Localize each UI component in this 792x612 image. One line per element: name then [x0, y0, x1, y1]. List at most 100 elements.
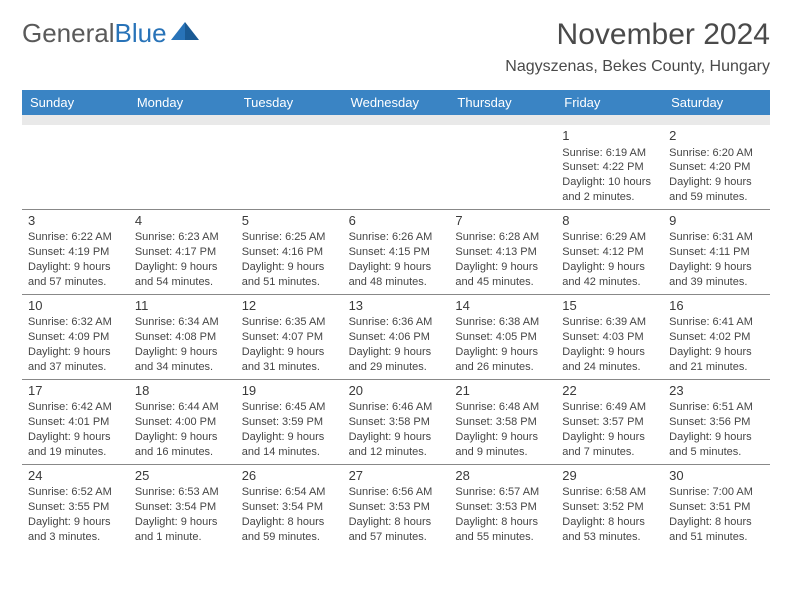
day-cell: 8Sunrise: 6:29 AMSunset: 4:12 PMDaylight… — [556, 210, 663, 294]
week-row: 3Sunrise: 6:22 AMSunset: 4:19 PMDaylight… — [22, 209, 770, 294]
day-detail: Sunrise: 6:41 AM — [669, 315, 764, 330]
day-detail: and 16 minutes. — [135, 445, 230, 460]
day-number: 3 — [28, 212, 123, 230]
day-number: 18 — [135, 382, 230, 400]
day-cell: 23Sunrise: 6:51 AMSunset: 3:56 PMDayligh… — [663, 380, 770, 464]
day-detail: Sunset: 4:16 PM — [242, 245, 337, 260]
day-detail: Daylight: 8 hours — [562, 515, 657, 530]
day-detail: Sunrise: 6:23 AM — [135, 230, 230, 245]
day-detail: and 39 minutes. — [669, 275, 764, 290]
day-detail: Sunrise: 6:25 AM — [242, 230, 337, 245]
logo: GeneralBlue — [22, 18, 199, 49]
day-header: Thursday — [449, 90, 556, 115]
day-detail: Sunset: 3:52 PM — [562, 500, 657, 515]
day-detail: Sunrise: 6:26 AM — [349, 230, 444, 245]
day-number: 26 — [242, 467, 337, 485]
day-cell: 14Sunrise: 6:38 AMSunset: 4:05 PMDayligh… — [449, 295, 556, 379]
day-cell: 12Sunrise: 6:35 AMSunset: 4:07 PMDayligh… — [236, 295, 343, 379]
week-row: 1Sunrise: 6:19 AMSunset: 4:22 PMDaylight… — [22, 125, 770, 209]
day-number: 9 — [669, 212, 764, 230]
triangle-icon — [171, 18, 199, 49]
week-row: 17Sunrise: 6:42 AMSunset: 4:01 PMDayligh… — [22, 379, 770, 464]
day-detail: and 48 minutes. — [349, 275, 444, 290]
day-detail: Sunrise: 6:58 AM — [562, 485, 657, 500]
day-number: 15 — [562, 297, 657, 315]
day-number: 5 — [242, 212, 337, 230]
day-cell: 29Sunrise: 6:58 AMSunset: 3:52 PMDayligh… — [556, 465, 663, 549]
day-detail: Sunset: 3:51 PM — [669, 500, 764, 515]
day-cell: 30Sunrise: 7:00 AMSunset: 3:51 PMDayligh… — [663, 465, 770, 549]
day-detail: Daylight: 8 hours — [242, 515, 337, 530]
day-detail: Sunrise: 6:49 AM — [562, 400, 657, 415]
day-number: 16 — [669, 297, 764, 315]
day-detail: and 5 minutes. — [669, 445, 764, 460]
day-detail: Daylight: 9 hours — [28, 430, 123, 445]
day-detail: Daylight: 9 hours — [669, 175, 764, 190]
day-number: 6 — [349, 212, 444, 230]
week-row: 10Sunrise: 6:32 AMSunset: 4:09 PMDayligh… — [22, 294, 770, 379]
day-number: 1 — [562, 127, 657, 145]
day-number: 20 — [349, 382, 444, 400]
day-detail: Daylight: 9 hours — [349, 345, 444, 360]
spacer-row — [22, 115, 770, 125]
day-detail: Daylight: 9 hours — [562, 260, 657, 275]
day-number: 23 — [669, 382, 764, 400]
day-cell: 20Sunrise: 6:46 AMSunset: 3:58 PMDayligh… — [343, 380, 450, 464]
day-cell: 13Sunrise: 6:36 AMSunset: 4:06 PMDayligh… — [343, 295, 450, 379]
day-detail: Sunset: 4:03 PM — [562, 330, 657, 345]
logo-text-2: Blue — [115, 18, 167, 49]
day-detail: Sunrise: 6:52 AM — [28, 485, 123, 500]
day-cell: 6Sunrise: 6:26 AMSunset: 4:15 PMDaylight… — [343, 210, 450, 294]
day-cell: 16Sunrise: 6:41 AMSunset: 4:02 PMDayligh… — [663, 295, 770, 379]
day-detail: Daylight: 8 hours — [669, 515, 764, 530]
day-detail: Daylight: 9 hours — [28, 260, 123, 275]
day-header: Monday — [129, 90, 236, 115]
day-detail: and 55 minutes. — [455, 530, 550, 545]
empty-cell — [236, 125, 343, 209]
day-detail: and 21 minutes. — [669, 360, 764, 375]
day-detail: Daylight: 9 hours — [242, 260, 337, 275]
day-number: 24 — [28, 467, 123, 485]
weeks-container: 1Sunrise: 6:19 AMSunset: 4:22 PMDaylight… — [22, 125, 770, 549]
day-detail: and 19 minutes. — [28, 445, 123, 460]
day-detail: Sunrise: 6:35 AM — [242, 315, 337, 330]
day-detail: and 31 minutes. — [242, 360, 337, 375]
logo-text-1: General — [22, 18, 115, 49]
day-detail: Sunrise: 6:29 AM — [562, 230, 657, 245]
day-cell: 9Sunrise: 6:31 AMSunset: 4:11 PMDaylight… — [663, 210, 770, 294]
day-detail: Sunset: 4:02 PM — [669, 330, 764, 345]
day-detail: Daylight: 8 hours — [349, 515, 444, 530]
day-detail: Daylight: 10 hours — [562, 175, 657, 190]
day-detail: Sunrise: 6:31 AM — [669, 230, 764, 245]
day-detail: Sunrise: 6:44 AM — [135, 400, 230, 415]
day-detail: Sunrise: 6:34 AM — [135, 315, 230, 330]
day-detail: Sunset: 4:06 PM — [349, 330, 444, 345]
day-cell: 4Sunrise: 6:23 AMSunset: 4:17 PMDaylight… — [129, 210, 236, 294]
day-cell: 25Sunrise: 6:53 AMSunset: 3:54 PMDayligh… — [129, 465, 236, 549]
day-detail: and 59 minutes. — [669, 190, 764, 205]
day-detail: Daylight: 9 hours — [669, 345, 764, 360]
day-detail: Sunrise: 6:22 AM — [28, 230, 123, 245]
day-number: 2 — [669, 127, 764, 145]
day-detail: Sunset: 4:01 PM — [28, 415, 123, 430]
day-detail: Sunrise: 6:57 AM — [455, 485, 550, 500]
day-detail: Sunrise: 6:54 AM — [242, 485, 337, 500]
day-detail: Daylight: 9 hours — [135, 515, 230, 530]
day-detail: Sunset: 4:11 PM — [669, 245, 764, 260]
day-detail: and 24 minutes. — [562, 360, 657, 375]
day-detail: Daylight: 8 hours — [455, 515, 550, 530]
header: GeneralBlue November 2024 Nagyszenas, Be… — [0, 0, 792, 82]
day-number: 19 — [242, 382, 337, 400]
day-detail: Sunrise: 6:28 AM — [455, 230, 550, 245]
day-detail: and 45 minutes. — [455, 275, 550, 290]
day-cell: 24Sunrise: 6:52 AMSunset: 3:55 PMDayligh… — [22, 465, 129, 549]
day-detail: Sunrise: 6:20 AM — [669, 146, 764, 161]
day-detail: Sunset: 4:05 PM — [455, 330, 550, 345]
empty-cell — [449, 125, 556, 209]
day-cell: 28Sunrise: 6:57 AMSunset: 3:53 PMDayligh… — [449, 465, 556, 549]
day-detail: Sunset: 4:15 PM — [349, 245, 444, 260]
day-detail: and 37 minutes. — [28, 360, 123, 375]
day-detail: and 54 minutes. — [135, 275, 230, 290]
day-number: 14 — [455, 297, 550, 315]
day-cell: 3Sunrise: 6:22 AMSunset: 4:19 PMDaylight… — [22, 210, 129, 294]
